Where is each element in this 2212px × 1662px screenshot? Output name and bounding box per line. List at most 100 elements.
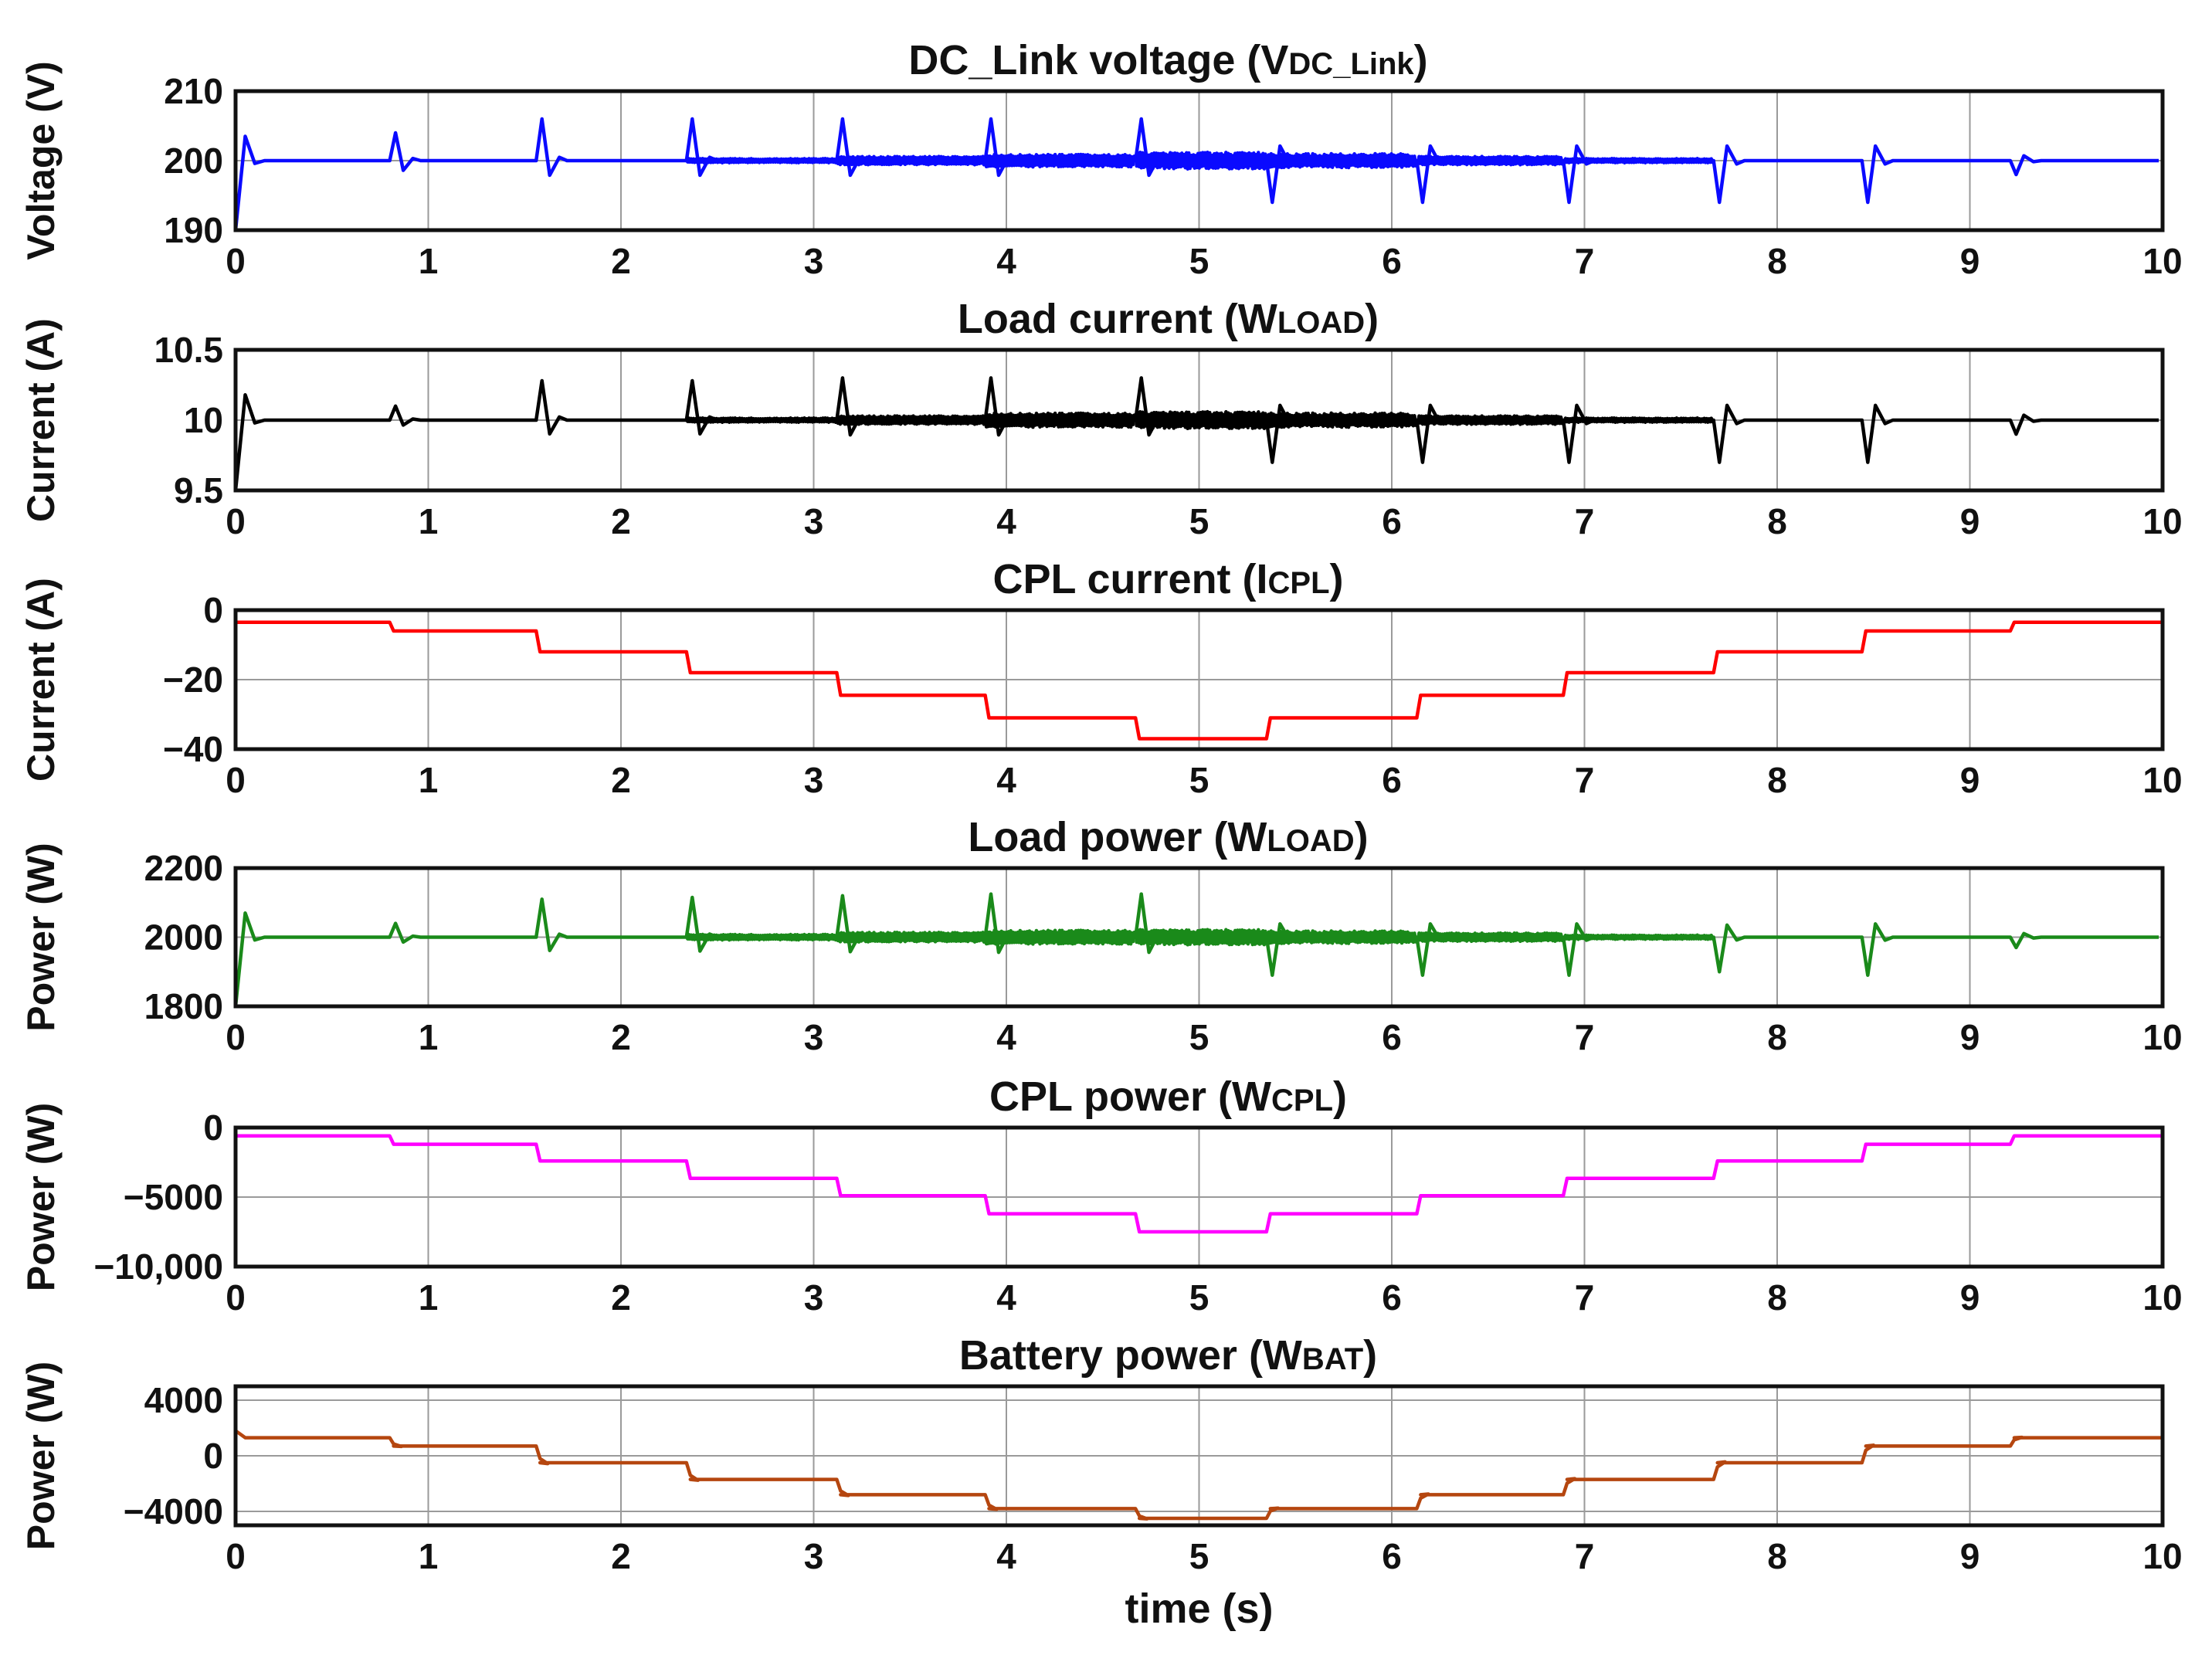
- y-tick-label: 0: [203, 590, 223, 630]
- x-axis-label: time (s): [1125, 1586, 1273, 1632]
- plot-frame: [233, 866, 2165, 1009]
- x-tick-label: 3: [804, 241, 824, 281]
- x-tick-label: 3: [804, 501, 824, 541]
- chart-title-end: ): [1365, 296, 1379, 342]
- x-tick-label: 6: [1382, 760, 1402, 800]
- y-tick-label: −40: [163, 729, 223, 769]
- y-tick-label: 9.5: [174, 470, 223, 510]
- x-tick-label: 3: [804, 1536, 824, 1576]
- x-tick-label: 1: [419, 1536, 439, 1576]
- chart-title-subscript: BAT: [1302, 1342, 1363, 1376]
- x-tick-label: 2: [611, 1017, 631, 1057]
- x-tick-label: 4: [996, 1017, 1016, 1057]
- x-tick-label: 9: [1960, 760, 1980, 800]
- data-series-WLOAD: [233, 892, 2159, 1007]
- y-tick-label: 10: [184, 400, 223, 440]
- plot-frame: [233, 1384, 2165, 1528]
- chart-title-end: ): [1355, 814, 1369, 860]
- x-tick-label: 8: [1767, 1277, 1787, 1318]
- y-tick-label: 10.5: [154, 330, 223, 370]
- x-tick-label: 9: [1960, 1017, 1980, 1057]
- plot-frame: [233, 1125, 2165, 1269]
- y-tick-label: 0: [203, 1436, 223, 1476]
- chart-title-subscript: DC_Link: [1288, 47, 1414, 81]
- x-tick-label: 10: [2142, 760, 2182, 800]
- x-tick-label: 5: [1189, 1277, 1209, 1318]
- data-series-WBAT: [234, 1429, 2163, 1521]
- x-tick-label: 9: [1960, 501, 1980, 541]
- x-tick-label: 9: [1960, 241, 1980, 281]
- chart-panel-1: DC_Link voltage (VDC_Link) 0 1 2 3 4 5 6 7 8 9 10 21…: [19, 37, 2183, 281]
- x-tick-label: 0: [226, 241, 246, 281]
- x-tick-label: 7: [1575, 760, 1595, 800]
- x-tick-label: 7: [1575, 1536, 1595, 1576]
- data-series-ICPL: [236, 620, 2163, 741]
- chart-title: DC_Link voltage (VDC_Link): [908, 37, 1427, 83]
- x-tick-label: 4: [996, 241, 1016, 281]
- x-tick-label: 8: [1767, 1017, 1787, 1057]
- x-tick-label: 6: [1382, 1017, 1402, 1057]
- x-tick-label: 7: [1575, 501, 1595, 541]
- x-tick-label: 4: [996, 501, 1016, 541]
- x-tick-label: 0: [226, 1017, 246, 1057]
- x-tick-label: 4: [996, 1277, 1016, 1318]
- chart-title: CPL current (ICPL): [992, 556, 1343, 602]
- chart-title-main: CPL current (I: [992, 556, 1267, 602]
- x-tick-label: 3: [804, 1017, 824, 1057]
- y-tick-label: 2000: [144, 917, 223, 958]
- chart-panel-6: Battery power (WBAT)0 1 2 3 4 5 6 7 8 9 1040000−40…: [19, 1332, 2183, 1632]
- x-tick-label: 7: [1575, 1277, 1595, 1318]
- x-tick-label: 0: [226, 1536, 246, 1576]
- chart-title: Battery power (WBAT): [959, 1332, 1377, 1379]
- x-tick-label: 5: [1189, 1536, 1209, 1576]
- x-tick-label: 8: [1767, 1536, 1787, 1576]
- chart-panel-5: CPL power (WCPL) 0 1 2 3 4 5 6 7 8 9 10 0 −5000 −10,00…: [19, 1074, 2183, 1318]
- chart-title-subscript: CPL: [1271, 1084, 1333, 1118]
- chart-title-end: ): [1414, 37, 1428, 83]
- x-tick-label: 6: [1382, 501, 1402, 541]
- x-tick-label: 2: [611, 241, 631, 281]
- x-tick-label: 5: [1189, 1017, 1209, 1057]
- x-tick-label: 2: [611, 501, 631, 541]
- x-tick-label: 4: [996, 1536, 1016, 1576]
- y-tick-label: 1800: [144, 986, 223, 1026]
- x-tick-label: 1: [419, 760, 439, 800]
- x-tick-label: 1: [419, 501, 439, 541]
- x-tick-label: 9: [1960, 1277, 1980, 1318]
- x-tick-label: 6: [1382, 1277, 1402, 1318]
- data-series-ILOAD: [233, 376, 2159, 491]
- chart-title-subscript: LOAD: [1267, 824, 1354, 858]
- x-tick-label: 6: [1382, 241, 1402, 281]
- x-tick-label: 9: [1960, 1536, 1980, 1576]
- chart-title-end: ): [1333, 1074, 1347, 1120]
- y-tick-label: −20: [163, 660, 223, 700]
- y-axis-label: Power (W): [19, 1103, 63, 1291]
- y-tick-label: 0: [203, 1107, 223, 1148]
- y-tick-label: 2200: [144, 848, 223, 888]
- x-tick-label: 2: [611, 760, 631, 800]
- chart-title-end: ): [1330, 556, 1344, 602]
- data-series-WCPL: [236, 1134, 2163, 1234]
- x-tick-label: 5: [1189, 241, 1209, 281]
- x-tick-label: 10: [2142, 1017, 2182, 1057]
- chart-title-main: CPL power (W: [989, 1074, 1271, 1120]
- y-axis-label: Current (A): [19, 578, 63, 782]
- x-tick-label: 2: [611, 1536, 631, 1576]
- y-tick-label: 210: [164, 71, 223, 111]
- chart-title-main: Load power (W: [968, 814, 1267, 860]
- y-axis-label: Power (W): [19, 843, 63, 1031]
- x-tick-label: 0: [226, 760, 246, 800]
- plot-frame: [233, 89, 2165, 232]
- x-tick-label: 8: [1767, 501, 1787, 541]
- x-tick-label: 3: [804, 1277, 824, 1318]
- chart-title: CPL power (WCPL): [989, 1074, 1347, 1120]
- y-tick-label: 190: [164, 210, 223, 250]
- chart-panel-3: CPL current (ICPL) 0 1 2 3 4 5 6 7 8 9 10 0 −20 −40 Cur…: [19, 556, 2183, 800]
- x-tick-label: 8: [1767, 241, 1787, 281]
- x-tick-label: 0: [226, 1277, 246, 1318]
- x-tick-label: 7: [1575, 1017, 1595, 1057]
- chart-title-subscript: LOAD: [1277, 306, 1365, 340]
- x-tick-label: 10: [2142, 501, 2182, 541]
- x-tick-label: 7: [1575, 241, 1595, 281]
- x-tick-label: 8: [1767, 760, 1787, 800]
